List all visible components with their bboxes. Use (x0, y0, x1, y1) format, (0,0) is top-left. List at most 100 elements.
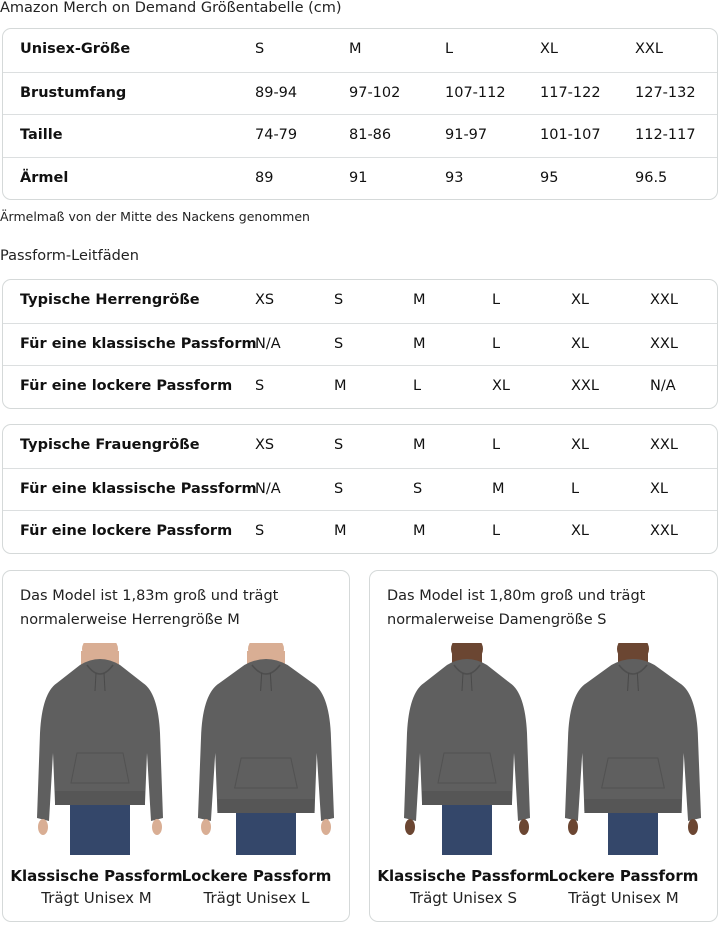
table-cell: S (334, 480, 344, 497)
table-row: Typische Frauengröße XS S M L XL XXL (3, 425, 717, 468)
table-cell: XL (571, 523, 590, 539)
sleeve-note: Ärmelmaß von der Mitte des Nackens genom… (0, 209, 310, 224)
row-label: Für eine lockere Passform (20, 378, 233, 394)
table-cell: XXL (635, 41, 663, 57)
table-row: Brustumfang 89-94 97-102 107-112 117-122 127-… (3, 71, 717, 115)
table-cell: XXL (571, 378, 599, 394)
row-label: Taille (20, 127, 63, 143)
loose-fit-model-image (191, 635, 341, 855)
table-row: Für eine lockere Passform S M M L XL XXL (3, 510, 717, 553)
table-cell: 95 (540, 169, 559, 186)
caption-line: normalerweise Herrengröße M (20, 612, 240, 628)
table-cell: 117-122 (540, 84, 601, 101)
table-cell: S (334, 437, 344, 453)
row-label: Für eine lockere Passform (20, 523, 233, 539)
table-cell: M (413, 523, 426, 539)
table-row: Taille 74-79 81-86 91-97 101-107 112-117 (3, 114, 717, 157)
fit-name: Lockere Passform (181, 867, 332, 885)
table-cell: XL (492, 378, 511, 394)
table-cell: 101-107 (540, 127, 601, 143)
table-cell: S (255, 41, 265, 57)
table-cell: XXL (650, 523, 678, 539)
table-row: Ärmel 89 91 93 95 96.5 (3, 156, 717, 200)
table-cell: S (334, 292, 344, 308)
table-cell: M (334, 378, 347, 394)
table-cell: N/A (255, 480, 281, 497)
caption-line: Das Model ist 1,83m groß und trägt (20, 588, 279, 604)
table-cell: N/A (255, 335, 281, 352)
table-cell: M (413, 292, 426, 308)
fit-name: Lockere Passform (548, 867, 699, 885)
fit-name: Klassische Passform (10, 867, 183, 885)
table-cell: M (349, 41, 362, 57)
row-label: Typische Herrengröße (20, 292, 200, 308)
table-cell: L (445, 41, 454, 57)
figure-label: Lockere Passform Trägt Unisex M (536, 865, 711, 909)
table-cell: S (255, 523, 265, 539)
row-label: Für eine klassische Passform (20, 480, 257, 497)
row-label: Für eine klassische Passform (20, 335, 257, 352)
caption-line: normalerweise Damengröße S (387, 612, 607, 628)
table-cell: L (413, 378, 422, 394)
table-cell: M (413, 437, 426, 453)
figure-label: Klassische Passform Trägt Unisex M (9, 865, 184, 909)
table-row: Für eine lockere Passform S M L XL XXL N/A (3, 365, 717, 408)
classic-fit-model-image (392, 635, 542, 855)
row-label: Ärmel (20, 169, 69, 186)
page-title: Amazon Merch on Demand Größentabelle (cm… (0, 0, 342, 16)
table-cell: XL (571, 437, 590, 453)
table-cell: N/A (650, 378, 676, 394)
fit-name: Klassische Passform (377, 867, 550, 885)
worn-size: Trägt Unisex M (568, 889, 679, 907)
table-cell: 89 (255, 169, 274, 186)
size-table: Unisex-Größe S M L XL XXL Brustumfang 89-94 97-1… (2, 28, 718, 200)
table-cell: L (492, 335, 501, 352)
table-row: Für eine klassische Passform N/A S S M L XL (3, 467, 717, 511)
model-caption: Das Model ist 1,83m groß und trägt normal… (20, 584, 278, 632)
table-cell: 127-132 (635, 84, 696, 101)
table-cell: 93 (445, 169, 464, 186)
model-caption: Das Model ist 1,80m groß und trägt normal… (387, 584, 645, 632)
table-cell: 91 (349, 169, 368, 186)
table-cell: 97-102 (349, 84, 401, 101)
table-cell: XXL (650, 292, 678, 308)
worn-size: Trägt Unisex S (409, 889, 518, 907)
table-cell: XL (650, 480, 669, 497)
table-cell: L (492, 292, 501, 308)
table-cell: 74-79 (255, 127, 298, 143)
table-cell: 81-86 (349, 127, 392, 143)
table-cell: M (492, 480, 505, 497)
table-cell: S (413, 480, 423, 497)
table-cell: M (334, 523, 347, 539)
table-cell: XL (571, 335, 590, 352)
table-cell: 112-117 (635, 127, 696, 143)
table-row: Für eine klassische Passform N/A S M L XL XXL (3, 322, 717, 366)
figure-label: Klassische Passform Trägt Unisex S (376, 865, 551, 909)
table-cell: 107-112 (445, 84, 506, 101)
table-cell: XXL (650, 437, 678, 453)
row-label: Brustumfang (20, 84, 127, 101)
loose-fit-model-image (558, 635, 708, 855)
row-label: Typische Frauengröße (20, 437, 200, 453)
table-cell: L (571, 480, 580, 497)
table-cell: L (492, 437, 501, 453)
table-cell: S (334, 335, 344, 352)
women-model-card: Das Model ist 1,80m groß und trägt normal… (369, 570, 718, 922)
caption-line: Das Model ist 1,80m groß und trägt (387, 588, 646, 604)
table-cell: XL (571, 292, 590, 308)
table-row: Typische Herrengröße XS S M L XL XXL (3, 280, 717, 323)
table-cell: 91-97 (445, 127, 488, 143)
table-cell: M (413, 335, 426, 352)
row-label: Unisex-Größe (20, 41, 131, 57)
table-cell: L (492, 523, 501, 539)
men-model-card: Das Model ist 1,83m groß und trägt normal… (2, 570, 350, 922)
table-cell: XL (540, 41, 559, 57)
table-cell: XS (255, 292, 275, 308)
men-fit-table: Typische Herrengröße XS S M L XL XXL Für eine k… (2, 279, 718, 409)
women-fit-table: Typische Frauengröße XS S M L XL XXL Für eine k… (2, 424, 718, 554)
table-cell: XXL (650, 335, 678, 352)
worn-size: Trägt Unisex M (41, 889, 152, 907)
worn-size: Trägt Unisex L (203, 889, 310, 907)
table-cell: XS (255, 437, 275, 453)
classic-fit-model-image (25, 635, 175, 855)
